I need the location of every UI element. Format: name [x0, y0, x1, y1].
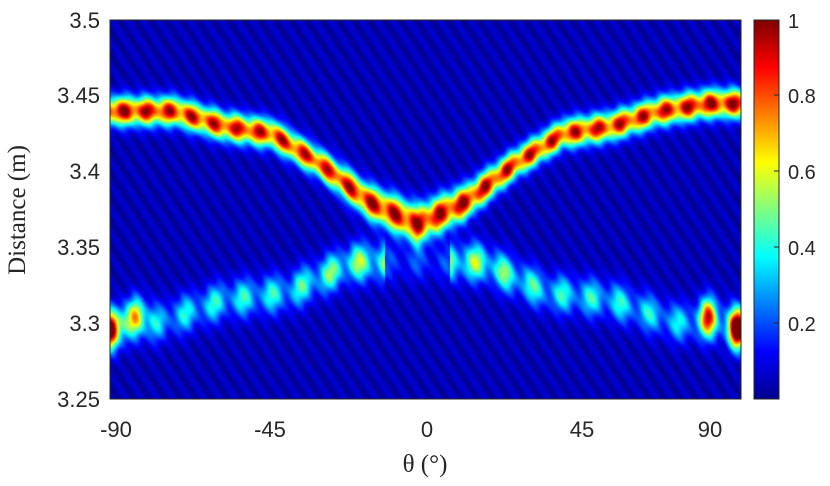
heatmap-image — [110, 20, 741, 399]
x-tick-label: -90 — [100, 417, 132, 442]
colorbar-tick-label: 0.8 — [788, 86, 816, 108]
y-axis: 3.5 3.45 3.4 3.35 3.3 3.25 Distance (m) — [4, 8, 100, 412]
x-tick-label: -45 — [254, 417, 286, 442]
plot-area — [109, 19, 742, 400]
x-tick-label: 45 — [570, 417, 594, 442]
colorbar-gradient — [753, 19, 780, 400]
y-axis-label: Distance (m) — [4, 145, 31, 275]
y-tick-label: 3.5 — [69, 8, 100, 33]
x-axis: -90 -45 0 45 90 θ (°) — [100, 417, 722, 478]
colorbar-tick-label: 0.6 — [788, 162, 816, 184]
x-tick-label: 0 — [421, 417, 433, 442]
colorbar-tick-label: 0.2 — [788, 314, 816, 336]
y-tick-label: 3.45 — [57, 83, 100, 108]
y-tick-label: 3.4 — [69, 159, 100, 184]
plot-frame — [109, 19, 742, 400]
colorbar-tick-label: 1 — [788, 11, 799, 33]
colorbar: 1 0.8 0.6 0.4 0.2 — [753, 11, 816, 400]
y-tick-label: 3.25 — [57, 387, 100, 412]
y-tick-label: 3.35 — [57, 235, 100, 260]
colorbar-tick-label: 0.4 — [788, 238, 816, 260]
x-axis-label: θ (°) — [403, 451, 448, 478]
y-tick-label: 3.3 — [69, 311, 100, 336]
x-tick-label: 90 — [698, 417, 722, 442]
